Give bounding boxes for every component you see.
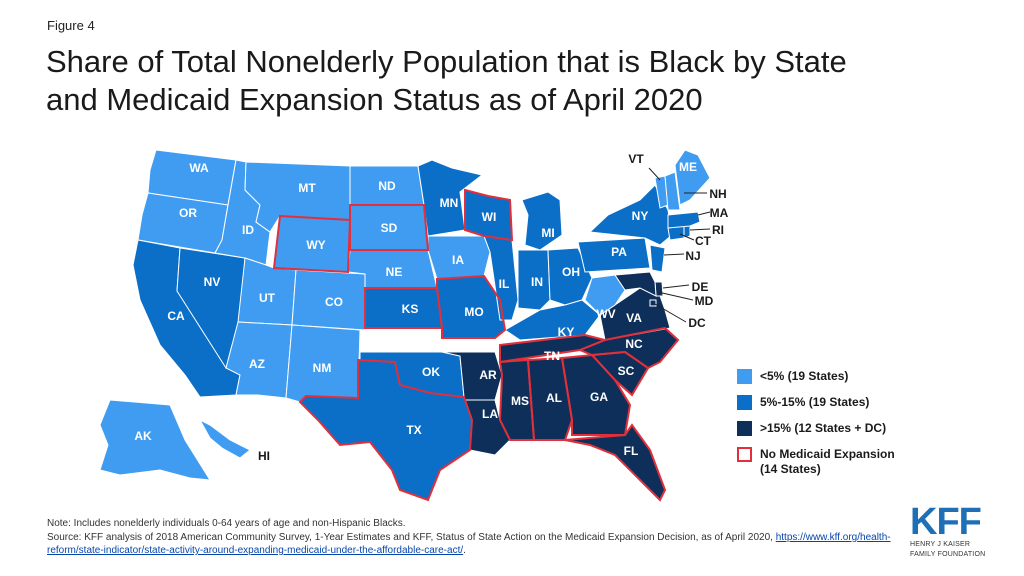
state-label-nh: NH xyxy=(709,187,726,201)
kff-logo: KFF HENRY J KAISER FAMILY FOUNDATION xyxy=(910,501,1010,559)
state-me xyxy=(674,149,711,206)
state-label-nm: NM xyxy=(313,361,332,375)
no-expansion-outline-fl xyxy=(564,423,667,502)
state-pa xyxy=(577,237,651,273)
state-label-oh: OH xyxy=(562,265,580,279)
state-label-hi: HI xyxy=(258,449,270,463)
state-label-ms: MS xyxy=(511,394,529,408)
state-label-vt: VT xyxy=(628,152,644,166)
state-label-ny: NY xyxy=(632,209,649,223)
state-label-ky: KY xyxy=(558,325,575,339)
no-expansion-outline-tx xyxy=(298,358,474,502)
state-label-or: OR xyxy=(179,206,197,220)
state-label-de: DE xyxy=(692,280,709,294)
state-label-fl: FL xyxy=(624,444,639,458)
footnote: Note: Includes nonelderly individuals 0-… xyxy=(47,518,406,529)
state-label-ri: RI xyxy=(712,223,724,237)
state-label-mt: MT xyxy=(298,181,316,195)
state-label-nv: NV xyxy=(204,275,221,289)
state-label-ar: AR xyxy=(479,368,497,382)
state-nh xyxy=(664,171,681,211)
logo-wordmark: KFF xyxy=(910,501,982,543)
legend: <5% (19 States) 5%-15% (19 States) >15% … xyxy=(737,369,937,486)
state-label-me: ME xyxy=(679,160,697,174)
legend-item-gt15: >15% (12 States + DC) xyxy=(737,421,937,436)
chart-title: Share of Total Nonelderly Population tha… xyxy=(46,43,1006,119)
legend-item-lt5: <5% (19 States) xyxy=(737,369,937,384)
title-line-2: and Medicaid Expansion Status as of Apri… xyxy=(46,82,703,117)
state-label-wi: WI xyxy=(482,210,497,224)
source-link[interactable]: https://www.kff.org/health-reform/state-… xyxy=(47,532,891,556)
state-label-ne: NE xyxy=(386,265,403,279)
source-end: . xyxy=(463,545,466,556)
state-md xyxy=(614,271,657,297)
no-expansion-outline-nc xyxy=(577,326,680,370)
state-label-ut: UT xyxy=(259,291,276,305)
state-label-wa: WA xyxy=(189,161,209,175)
source-text: Source: KFF analysis of 2018 American Co… xyxy=(47,532,773,543)
state-label-ks: KS xyxy=(402,302,419,316)
state-hi xyxy=(198,418,251,459)
state-label-co: CO xyxy=(325,295,343,309)
state-nj xyxy=(649,244,666,273)
state-ak xyxy=(99,399,211,481)
state-label-ct: CT xyxy=(695,234,712,248)
state-label-pa: PA xyxy=(611,245,627,259)
state-label-az: AZ xyxy=(249,357,265,371)
state-label-la: LA xyxy=(482,407,498,421)
logo-subtitle-2: FAMILY FOUNDATION xyxy=(910,551,986,558)
state-dc xyxy=(649,299,657,307)
no-expansion-outline-mo xyxy=(436,274,507,339)
state-label-nj: NJ xyxy=(685,249,700,263)
state-label-mo: MO xyxy=(464,305,483,319)
state-label-al: AL xyxy=(546,391,562,405)
state-label-ia: IA xyxy=(452,253,464,267)
state-label-ak: AK xyxy=(134,429,152,443)
no-expansion-outlines xyxy=(272,188,680,502)
no-expansion-outline-wy xyxy=(272,214,352,274)
state-mi xyxy=(521,191,563,251)
state-in xyxy=(517,249,551,311)
state-label-ca: CA xyxy=(167,309,185,323)
state-ma xyxy=(667,211,701,229)
state-label-ok: OK xyxy=(422,365,440,379)
logo-subtitle-1: HENRY J KAISER xyxy=(910,541,971,548)
state-label-dc: DC xyxy=(688,316,706,330)
state-label-wy: WY xyxy=(306,238,325,252)
source-note: Source: KFF analysis of 2018 American Co… xyxy=(47,531,897,557)
state-label-md: MD xyxy=(695,294,714,308)
state-label-sd: SD xyxy=(381,221,398,235)
state-label-mi: MI xyxy=(541,226,554,240)
state-label-ga: GA xyxy=(590,390,608,404)
state-label-tx: TX xyxy=(406,423,421,437)
callout-lines xyxy=(648,167,711,323)
legend-swatch-no-expansion xyxy=(737,447,752,462)
state-label-mn: MN xyxy=(440,196,459,210)
no-expansion-outline-sd xyxy=(349,204,430,251)
state-label-il: IL xyxy=(499,277,510,291)
state-ky xyxy=(504,299,601,341)
state-shapes xyxy=(99,149,711,501)
title-line-1: Share of Total Nonelderly Population tha… xyxy=(46,44,847,79)
state-labels: WA OR CA NV ID MT WY UT AZ CO NM ND SD NE KS OK TX MN IA MO… xyxy=(134,152,728,463)
state-label-id: ID xyxy=(242,223,254,237)
state-label-ma: MA xyxy=(710,206,729,220)
state-label-va: VA xyxy=(626,311,642,325)
state-label-tn: TN xyxy=(544,349,560,363)
legend-swatch-gt15 xyxy=(737,421,752,436)
legend-item-mid: 5%-15% (19 States) xyxy=(737,395,937,410)
no-expansion-outline-wi xyxy=(464,188,514,242)
figure-label: Figure 4 xyxy=(47,18,95,33)
state-label-in: IN xyxy=(531,275,543,289)
state-label-nd: ND xyxy=(378,179,396,193)
state-label-sc: SC xyxy=(618,364,635,378)
state-label-wv: WV xyxy=(596,307,615,321)
legend-swatch-mid xyxy=(737,395,752,410)
state-label-nc: NC xyxy=(625,337,643,351)
legend-swatch-lt5 xyxy=(737,369,752,384)
legend-item-no-expansion: No Medicaid Expansion (14 States) xyxy=(737,447,937,477)
